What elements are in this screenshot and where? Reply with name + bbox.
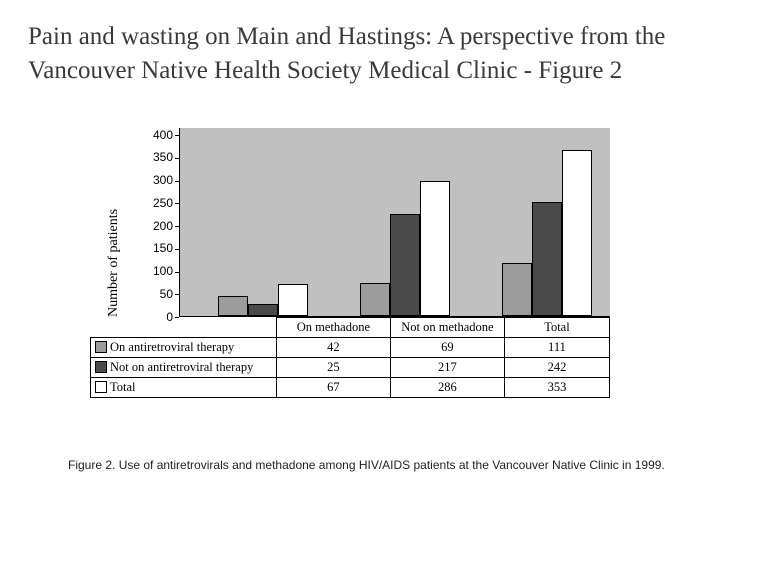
y-tick: 400 — [138, 129, 173, 142]
figure-caption: Figure 2. Use of antiretrovirals and met… — [68, 458, 753, 472]
bar — [562, 150, 592, 316]
bar — [532, 202, 562, 316]
category-label: On methadone — [276, 317, 390, 337]
page-title: Pain and wasting on Main and Hastings: A… — [28, 20, 753, 88]
chart: Number of patients 400350300250200150100… — [138, 128, 658, 398]
y-axis-label: Number of patients — [104, 128, 124, 398]
table-cell: 69 — [390, 337, 504, 357]
table-cell: 111 — [504, 337, 609, 357]
figure: Number of patients 400350300250200150100… — [28, 128, 753, 472]
y-tick: 200 — [138, 220, 173, 233]
legend-swatch — [95, 341, 107, 353]
category-label: Not on methadone — [390, 317, 504, 337]
bar — [218, 296, 248, 316]
bar — [420, 181, 450, 315]
table-cell: 25 — [276, 357, 390, 377]
data-table: On methadoneNot on methadoneTotalOn anti… — [90, 317, 610, 398]
table-cell: 286 — [390, 377, 504, 397]
legend-swatch — [95, 381, 107, 393]
bar-group — [218, 284, 308, 315]
bar — [390, 214, 420, 316]
table-cell: 353 — [504, 377, 609, 397]
y-tick: 250 — [138, 197, 173, 210]
y-tick: 50 — [138, 288, 173, 301]
category-label: Total — [504, 317, 609, 337]
bar-group — [502, 150, 592, 316]
legend-swatch — [95, 361, 107, 373]
y-tick: 350 — [138, 151, 173, 164]
bar — [502, 263, 532, 315]
table-cell: 42 — [276, 337, 390, 357]
table-cell: 67 — [276, 377, 390, 397]
table-cell: 242 — [504, 357, 609, 377]
y-tick: 150 — [138, 242, 173, 255]
table-cell: 217 — [390, 357, 504, 377]
y-tick: 300 — [138, 174, 173, 187]
bar — [248, 304, 278, 316]
bar-group — [360, 181, 450, 315]
plot-area — [179, 128, 610, 317]
bar — [360, 283, 390, 315]
y-axis-ticks: 400 350 300 250 200 150 100 50 0 — [138, 129, 179, 324]
y-tick: 0 — [138, 311, 173, 324]
y-tick: 100 — [138, 265, 173, 278]
bar — [278, 284, 308, 315]
